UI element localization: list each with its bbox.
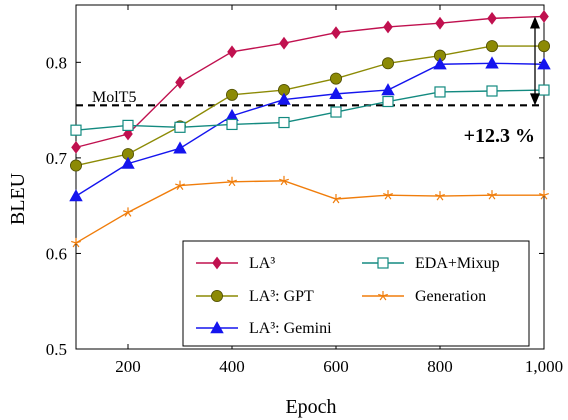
data-point-series-3 xyxy=(486,85,498,97)
data-point-series-0 xyxy=(435,16,445,30)
series-line-0 xyxy=(75,15,545,149)
y-tick-label: 0.5 xyxy=(46,340,67,359)
data-point-series-0 xyxy=(331,26,341,40)
data-point-series-1 xyxy=(70,159,83,172)
series-line-4 xyxy=(75,180,544,244)
y-axis-title: BLEU xyxy=(7,172,29,225)
data-point-series-3 xyxy=(382,95,394,108)
data-point-series-4 xyxy=(227,176,237,187)
data-point-series-0 xyxy=(175,75,185,89)
legend-marker xyxy=(377,257,389,269)
legend: LA³ LA³: GPT LA³: Gemini EDA+Mixup Generatio… xyxy=(196,255,500,337)
data-point-series-2 xyxy=(173,141,187,154)
legend-label: LA³: Gemini xyxy=(249,320,332,337)
data-point-series-4 xyxy=(539,190,549,200)
data-point-series-2 xyxy=(485,56,499,69)
data-point-series-2 xyxy=(121,156,135,169)
legend-label: LA³ xyxy=(249,255,275,272)
gain-annotation: +12.3 % xyxy=(464,125,535,147)
data-point-series-1 xyxy=(329,72,342,85)
data-point-series-4 xyxy=(331,193,341,204)
data-point-series-0 xyxy=(71,140,81,154)
data-point-series-0 xyxy=(383,20,393,34)
data-point-series-1 xyxy=(225,88,238,101)
data-point-series-3 xyxy=(122,119,134,132)
axes-frame xyxy=(75,4,545,350)
data-point-series-1 xyxy=(381,57,394,70)
legend-entry-1: LA³: GPT xyxy=(196,288,314,305)
x-axis-title: Epoch xyxy=(285,396,336,418)
data-point-series-3 xyxy=(70,124,82,136)
y-tick-label: 0.7 xyxy=(46,149,68,168)
data-point-series-1 xyxy=(485,40,498,53)
data-point-series-0 xyxy=(227,45,237,59)
data-point-series-1 xyxy=(538,40,551,53)
legend-entry-2: LA³: Gemini xyxy=(196,320,332,337)
series-line-2 xyxy=(75,62,545,197)
data-point-series-0 xyxy=(487,11,497,25)
data-point-series-4 xyxy=(175,180,185,191)
legend-label: Generation xyxy=(415,288,486,305)
y-tick-label: 0.6 xyxy=(46,244,67,263)
x-tick-label: 800 xyxy=(427,357,453,376)
y-tick-label: 0.8 xyxy=(46,53,67,72)
baseline-label: MolT5 xyxy=(92,89,136,106)
gain-arrow-head-top xyxy=(530,16,540,29)
data-point-series-4 xyxy=(487,190,497,200)
data-point-series-2 xyxy=(329,86,343,100)
x-tick-label: 200 xyxy=(115,357,141,376)
legend-marker xyxy=(210,289,223,302)
data-point-series-3 xyxy=(226,118,238,131)
data-point-series-3 xyxy=(330,106,342,118)
data-point-series-2 xyxy=(69,189,83,202)
legend-entry-4: Generation xyxy=(362,288,486,305)
legend-marker xyxy=(212,256,222,270)
legend-marker xyxy=(210,321,224,334)
data-point-series-3 xyxy=(278,116,290,129)
data-point-series-2 xyxy=(537,57,551,70)
legend-label: LA³: GPT xyxy=(249,288,314,305)
data-point-series-0 xyxy=(279,36,289,50)
legend-box xyxy=(182,240,530,347)
x-tick-label: 1,000 xyxy=(525,357,563,376)
legend-label: EDA+Mixup xyxy=(415,255,500,272)
data-point-series-0 xyxy=(539,10,549,23)
legend-entry-0: LA³ xyxy=(196,255,275,272)
data-point-series-4 xyxy=(123,207,133,217)
x-tick-label: 600 xyxy=(323,357,349,376)
data-point-series-2 xyxy=(277,92,291,105)
legend-entry-3: EDA+Mixup xyxy=(362,255,500,272)
data-point-series-4 xyxy=(383,190,393,200)
data-point-series-4 xyxy=(279,175,289,186)
data-point-series-2 xyxy=(381,83,395,96)
data-point-series-3 xyxy=(434,86,446,98)
series-line-3 xyxy=(75,89,545,131)
data-point-series-3 xyxy=(538,84,550,96)
data-point-series-4 xyxy=(71,237,81,248)
data-point-series-0 xyxy=(123,127,133,141)
gain-arrow-head-bottom xyxy=(530,93,540,106)
data-point-series-2 xyxy=(433,57,447,70)
series-line-1 xyxy=(75,45,544,167)
data-point-series-3 xyxy=(174,121,186,133)
x-tick-label: 400 xyxy=(219,357,245,376)
legend-marker xyxy=(378,291,388,301)
plot-area: 200 400 600 800 1,000 0.5 0.6 0.7 0.8 xyxy=(46,4,563,376)
data-point-series-4 xyxy=(435,191,445,201)
